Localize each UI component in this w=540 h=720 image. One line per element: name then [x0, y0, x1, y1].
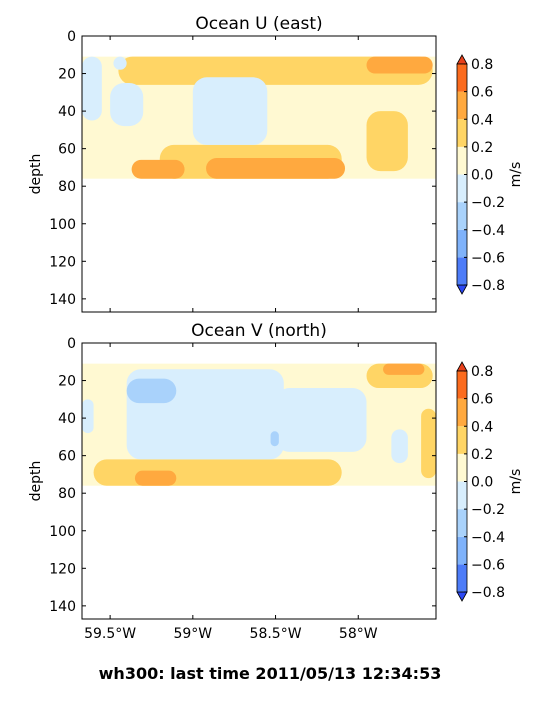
- colorbar-tick-label: −0.8: [471, 585, 505, 601]
- contour-region-pos_04: [134, 470, 177, 486]
- colorbar-tick-label: −0.6: [471, 250, 505, 266]
- contour-region-neg_00: [82, 56, 102, 121]
- colorbar-extend-max: [456, 361, 468, 372]
- y-tick-label: 0: [67, 29, 76, 45]
- y-axis-label: depth: [28, 154, 44, 195]
- colorbar-tick-label: −0.4: [471, 223, 505, 239]
- colorbar-band: [457, 564, 467, 592]
- colorbar-tick-label: −0.6: [471, 557, 505, 573]
- colorbar-tick-label: −0.8: [471, 278, 505, 294]
- y-tick-label: 100: [49, 217, 76, 233]
- contour-region-pos_04: [366, 56, 433, 74]
- contour-region-pos_02: [366, 111, 408, 172]
- x-tick-label: 59.5°W: [84, 626, 136, 642]
- y-tick-label: 80: [58, 486, 76, 502]
- x-tick-label: 58°W: [339, 626, 378, 642]
- colorbar-band: [457, 64, 467, 92]
- panel-ocean-u: Ocean U (east) 0 20 40 60 80 100 120 140 depth −0.…: [28, 14, 524, 313]
- colorbar-extend-min: [456, 284, 468, 295]
- colorbar-tick-label: 0.4: [471, 112, 493, 128]
- colorbar-label: m/s: [508, 469, 524, 495]
- axes-frame: [81, 35, 437, 313]
- colorbar-tick-label: 0.0: [471, 475, 493, 491]
- y-tick-label: 140: [49, 599, 76, 615]
- y-tick-label: 60: [58, 449, 76, 465]
- colorbar-tick-label: −0.4: [471, 530, 505, 546]
- x-tick-label: 59°W: [173, 626, 212, 642]
- colorbar-band: [457, 481, 467, 510]
- y-tick-label: 100: [49, 524, 76, 540]
- colorbar-band: [457, 426, 467, 454]
- colorbar-band: [457, 398, 467, 427]
- colorbar-label: m/s: [508, 162, 524, 188]
- colorbar-band: [457, 119, 467, 147]
- y-tick-label: 0: [67, 336, 76, 352]
- y-tick-label: 80: [58, 179, 76, 195]
- contour-region-neg_02: [270, 431, 279, 447]
- colorbar-extend-max: [456, 54, 468, 65]
- axes-frame: [81, 342, 437, 620]
- y-tick-label: 20: [58, 374, 76, 390]
- y-tick-label: 120: [49, 561, 76, 577]
- y-tick-label: 60: [58, 142, 76, 158]
- chart-title: Ocean V (north): [191, 321, 327, 341]
- colorbar-tick-label: 0.6: [471, 392, 493, 408]
- colorbar-band: [457, 146, 467, 175]
- y-tick-label: 40: [58, 411, 76, 427]
- y-tick-label: 40: [58, 104, 76, 120]
- colorbar-band: [457, 202, 467, 230]
- y-tick-label: 140: [49, 292, 76, 308]
- contour-region-neg_00: [275, 388, 367, 452]
- colorbar-extend-min: [456, 591, 468, 602]
- contour-region-neg_00: [113, 56, 127, 70]
- chart-title: Ocean U (east): [195, 14, 322, 34]
- x-tick-label: 58.5°W: [250, 626, 302, 642]
- contour-region-pos_04: [383, 363, 425, 375]
- colorbar-band: [457, 453, 467, 482]
- colorbar-tick-label: −0.2: [471, 502, 505, 518]
- colorbar-tick-label: 0.2: [471, 140, 493, 156]
- colorbar-band: [457, 371, 467, 399]
- colorbar-tick-label: 0.4: [471, 419, 493, 435]
- colorbar-tick-label: 0.8: [471, 57, 493, 73]
- contour-region-pos_02: [93, 459, 342, 486]
- colorbar-band: [457, 509, 467, 537]
- colorbar-tick-label: 0.2: [471, 447, 493, 463]
- colorbar-band: [457, 174, 467, 203]
- colorbar-tick-label: 0.0: [471, 168, 493, 184]
- colorbar-band: [457, 229, 467, 258]
- contour-region-pos_02: [118, 56, 433, 85]
- panel-ocean-v: Ocean V (north) 0 20 40 60 80 100 120 140 depth 59…: [28, 321, 524, 642]
- contour-region-pos_04: [131, 159, 185, 179]
- contour-region-pos_02: [421, 408, 436, 479]
- colorbar-tick-label: −0.2: [471, 195, 505, 211]
- contour-fills: [82, 363, 436, 486]
- contour-region-neg_00: [82, 399, 94, 434]
- colorbar-band: [457, 536, 467, 565]
- contour-region-pos_04: [206, 158, 346, 179]
- contour-fills: [82, 56, 436, 179]
- colorbar-band: [457, 257, 467, 285]
- contour-region-neg_02: [126, 378, 177, 404]
- contour-region-neg_00: [192, 77, 268, 145]
- colorbar-band: [457, 91, 467, 120]
- contour-region-neg_00: [110, 82, 144, 127]
- y-tick-label: 20: [58, 67, 76, 83]
- colorbar-tick-label: 0.8: [471, 364, 493, 380]
- colorbar-tick-label: 0.6: [471, 85, 493, 101]
- footer-timestamp: wh300: last time 2011/05/13 12:34:53: [98, 664, 442, 683]
- contour-region-neg_00: [391, 429, 408, 464]
- y-tick-label: 120: [49, 254, 76, 270]
- y-axis-label: depth: [28, 461, 44, 502]
